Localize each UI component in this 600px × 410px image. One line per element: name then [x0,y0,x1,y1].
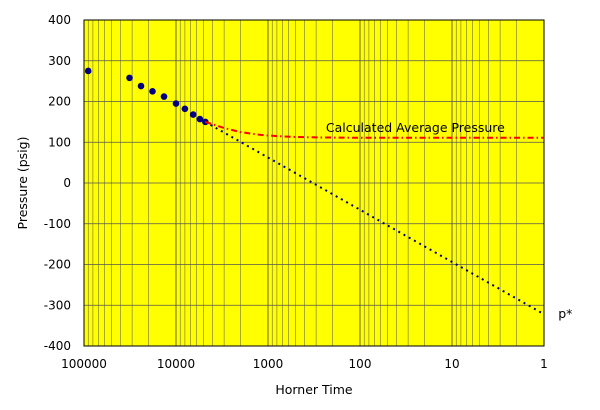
extrapolation-line [204,121,545,316]
x-tick-labels: 100000 10000 1000 100 10 1 [61,357,548,371]
data-point [181,105,189,113]
y-axis-label: Pressure (psig) [15,137,30,230]
data-point [172,100,180,107]
x-tick-label: 100000 [61,357,107,371]
data-point [189,111,197,118]
y-tick-label: 400 [48,13,71,27]
y-tick-label: -100 [44,217,71,231]
x-tick-label: 100 [349,357,372,371]
data-point [196,115,204,123]
grid-lines [84,19,545,347]
x-tick-label: 1000 [253,357,284,371]
data-series [84,67,545,316]
y-tick-label: 100 [48,135,71,149]
y-tick-labels: 400 300 200 100 0 -100 -200 -300 -400 [44,13,71,353]
x-tick-label: 1 [540,357,548,371]
plot-border [83,19,545,347]
y-tick-label: 200 [48,95,71,109]
data-point [160,93,168,100]
data-point [126,74,133,82]
data-point [137,82,145,90]
y-tick-label: -300 [44,298,71,312]
x-tick-label: 10000 [157,357,195,371]
y-tick-label: -400 [44,339,71,353]
annotations: Calculated Average Pressure p* [326,120,573,321]
y-tick-label: 300 [48,54,71,68]
y-tick-label: 0 [63,176,71,190]
annotation-p-star: p* [558,306,572,321]
x-tick-label: 10 [444,357,459,371]
data-point [84,67,92,75]
y-tick-label: -200 [44,258,71,272]
average-pressure-line [204,120,544,139]
x-axis-label: Horner Time [275,382,353,397]
annotation-average-pressure: Calculated Average Pressure [326,120,505,135]
data-point [149,88,156,95]
